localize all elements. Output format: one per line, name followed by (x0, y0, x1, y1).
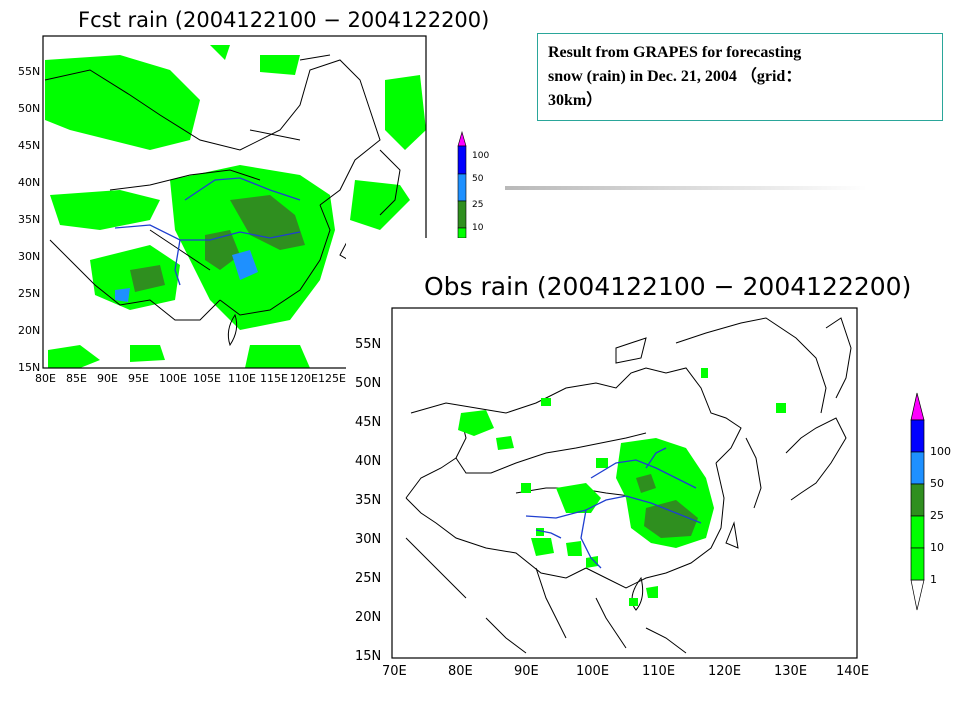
fcst-legend-label: 100 (472, 151, 489, 161)
fcst-lon-tick: 80E (35, 372, 56, 385)
fcst-lat-tick: 25N (18, 287, 40, 300)
fcst-lon-tick: 115E (260, 372, 288, 385)
obs-lat-tick: 50N (355, 376, 381, 391)
fcst-legend-label: 50 (472, 174, 484, 184)
obs-lat-tick: 45N (355, 415, 381, 430)
fcst-legend-label: 25 (472, 200, 483, 210)
legend-top-triangle-icon (910, 392, 925, 421)
separator-line (505, 186, 867, 190)
fcst-lat-axis: 55N 50N 45N 40N 35N 30N 25N 20N 15N (18, 65, 40, 374)
fcst-map-frame (42, 35, 427, 369)
obs-lon-tick: 120E (708, 664, 741, 679)
obs-lat-tick: 55N (355, 337, 381, 352)
obs-lon-tick: 140E (836, 664, 869, 679)
legend-bottom-triangle-icon (910, 579, 925, 611)
obs-legend: 100 50 25 10 1 (910, 392, 951, 611)
obs-lat-tick: 25N (355, 571, 381, 586)
obs-lon-axis: 70E 80E 90E 100E 110E 120E 130E 140E (382, 664, 869, 679)
fcst-lat-tick: 30N (18, 250, 40, 263)
fcst-legend-label: 10 (472, 223, 484, 233)
obs-lat-tick: 30N (355, 532, 381, 547)
hainan-island (631, 576, 644, 611)
obs-lon-tick: 70E (382, 664, 407, 679)
legend-top-triangle-icon (457, 130, 467, 147)
fcst-lat-tick: 45N (18, 139, 40, 152)
fcst-lon-tick: 110E (228, 372, 256, 385)
obs-map-frame (391, 307, 858, 659)
obs-rivers (525, 447, 702, 569)
fcst-lat-tick: 40N (18, 176, 40, 189)
obs-lon-tick: 130E (774, 664, 807, 679)
obs-lat-tick: 20N (355, 610, 381, 625)
obs-lon-tick: 110E (642, 664, 675, 679)
obs-lon-tick: 100E (576, 664, 609, 679)
obs-map-title: Obs rain (2004122100 − 2004122200) (424, 272, 912, 301)
obs-lat-tick: 35N (355, 493, 381, 508)
fcst-lat-tick: 20N (18, 324, 40, 337)
fcst-lon-tick: 100E (159, 372, 187, 385)
obs-lat-tick: 15N (355, 649, 381, 664)
obs-legend-label: 25 (930, 509, 944, 522)
obs-rain-moderate-area (636, 474, 698, 538)
fcst-rain-heavy-area (115, 250, 258, 302)
obs-lon-tick: 80E (448, 664, 473, 679)
obs-legend-label: 10 (930, 541, 944, 554)
fcst-map-title: Fcst rain (2004122100 − 2004122200) (78, 8, 490, 32)
taiwan-island (725, 521, 739, 549)
fcst-lon-tick: 90E (97, 372, 118, 385)
obs-legend-label: 100 (930, 445, 951, 458)
obs-map: 55N 50N 45N 40N 35N 30N 25N 20N 15N 70E … (355, 307, 951, 679)
caption-line-2: snow (rain) in Dec. 21, 2004 （grid： (548, 68, 802, 85)
obs-lat-tick: 40N (355, 454, 381, 469)
fcst-lon-tick: 125E (318, 372, 346, 385)
fcst-map: 55N 50N 45N 40N 35N 30N 25N 20N 15N 80E … (18, 35, 489, 385)
caption-line-3: 30km） (548, 92, 603, 109)
fcst-borders (44, 54, 401, 347)
caption-box: Result from GRAPES for forecasting snow … (537, 33, 943, 121)
obs-legend-label: 50 (930, 477, 944, 490)
fcst-lat-tick: 35N (18, 213, 40, 226)
fcst-rain-moderate-area (130, 195, 305, 292)
fcst-lat-tick: 15N (18, 361, 40, 374)
fcst-lat-tick: 50N (18, 102, 40, 115)
obs-borders (405, 317, 852, 654)
fcst-lon-tick: 85E (66, 372, 87, 385)
fcst-lon-axis: 80E 85E 90E 95E 100E 105E 110E 115E 120E… (35, 372, 346, 385)
caption-line-1: Result from GRAPES for forecasting (548, 44, 802, 61)
fcst-rivers (114, 177, 301, 286)
fcst-lon-tick: 95E (128, 372, 149, 385)
fcst-lon-tick: 105E (193, 372, 221, 385)
obs-lat-axis: 55N 50N 45N 40N 35N 30N 25N 20N 15N (355, 337, 381, 664)
obs-lon-tick: 90E (514, 664, 539, 679)
fcst-lon-tick: 120E (290, 372, 318, 385)
fcst-lat-tick: 55N (18, 65, 40, 78)
obs-legend-label: 1 (930, 573, 937, 586)
fcst-legend: 100 50 25 10 (457, 130, 489, 239)
